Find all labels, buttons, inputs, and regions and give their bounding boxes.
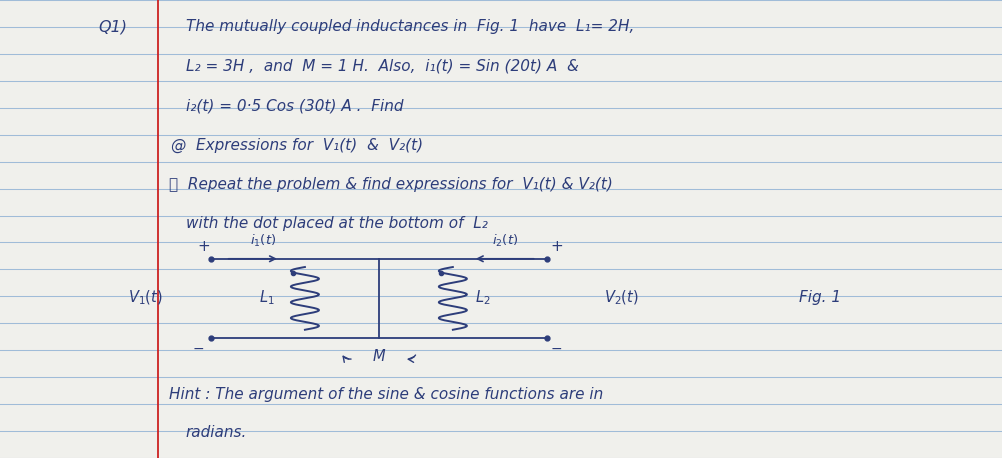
Text: $V_2(t)$: $V_2(t)$ xyxy=(604,289,638,307)
Text: L₂ = 3H ,  and  M = 1 H.  Also,  i₁(t) = Sin (20t) A  &: L₂ = 3H , and M = 1 H. Also, i₁(t) = Sin… xyxy=(185,59,578,74)
Text: @  Expressions for  V₁(t)  &  V₂(t): @ Expressions for V₁(t) & V₂(t) xyxy=(170,137,422,153)
Text: $i_2(t)$: $i_2(t)$ xyxy=(491,233,517,249)
Text: The mutually coupled inductances in  Fig. 1  have  L₁= 2H,: The mutually coupled inductances in Fig.… xyxy=(185,19,633,34)
Text: $L_1$: $L_1$ xyxy=(259,289,275,307)
Text: i₂(t) = 0·5 Cos (30t) A .  Find: i₂(t) = 0·5 Cos (30t) A . Find xyxy=(185,98,403,113)
Text: Q1): Q1) xyxy=(98,19,127,34)
Text: with the dot placed at the bottom of  L₂: with the dot placed at the bottom of L₂ xyxy=(185,216,487,231)
Text: Fig. 1: Fig. 1 xyxy=(799,290,841,305)
Text: −: − xyxy=(550,342,562,356)
Text: +: + xyxy=(197,239,209,254)
Text: radians.: radians. xyxy=(185,425,246,440)
Text: $L_2$: $L_2$ xyxy=(475,289,490,307)
Text: M: M xyxy=(372,349,385,364)
Text: Hint : The argument of the sine & cosine functions are in: Hint : The argument of the sine & cosine… xyxy=(168,387,602,402)
Text: +: + xyxy=(550,239,562,254)
Text: $i_1(t)$: $i_1(t)$ xyxy=(249,233,276,249)
Text: $V_1(t)$: $V_1(t)$ xyxy=(128,289,162,307)
Text: Ⓑ  Repeat the problem & find expressions for  V₁(t) & V₂(t): Ⓑ Repeat the problem & find expressions … xyxy=(168,177,612,192)
Text: −: − xyxy=(192,342,204,356)
